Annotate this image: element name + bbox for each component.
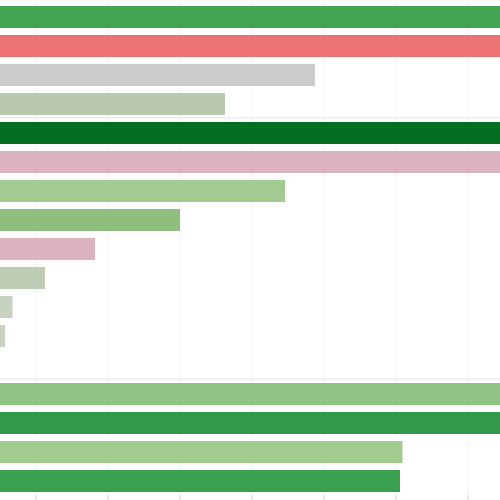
group-separators (0, 117, 500, 500)
bar (0, 151, 500, 173)
bar (0, 383, 500, 405)
bar (0, 209, 180, 231)
bar (0, 238, 95, 260)
bar (0, 325, 5, 347)
bar (0, 470, 400, 492)
bar (0, 441, 403, 463)
bar (0, 267, 45, 289)
bars (0, 6, 500, 492)
bar (0, 6, 500, 28)
bar (0, 35, 500, 57)
bar (0, 296, 13, 318)
bar (0, 180, 285, 202)
bar (0, 122, 500, 144)
bar (0, 412, 500, 434)
bar (0, 93, 225, 115)
bar (0, 64, 315, 86)
